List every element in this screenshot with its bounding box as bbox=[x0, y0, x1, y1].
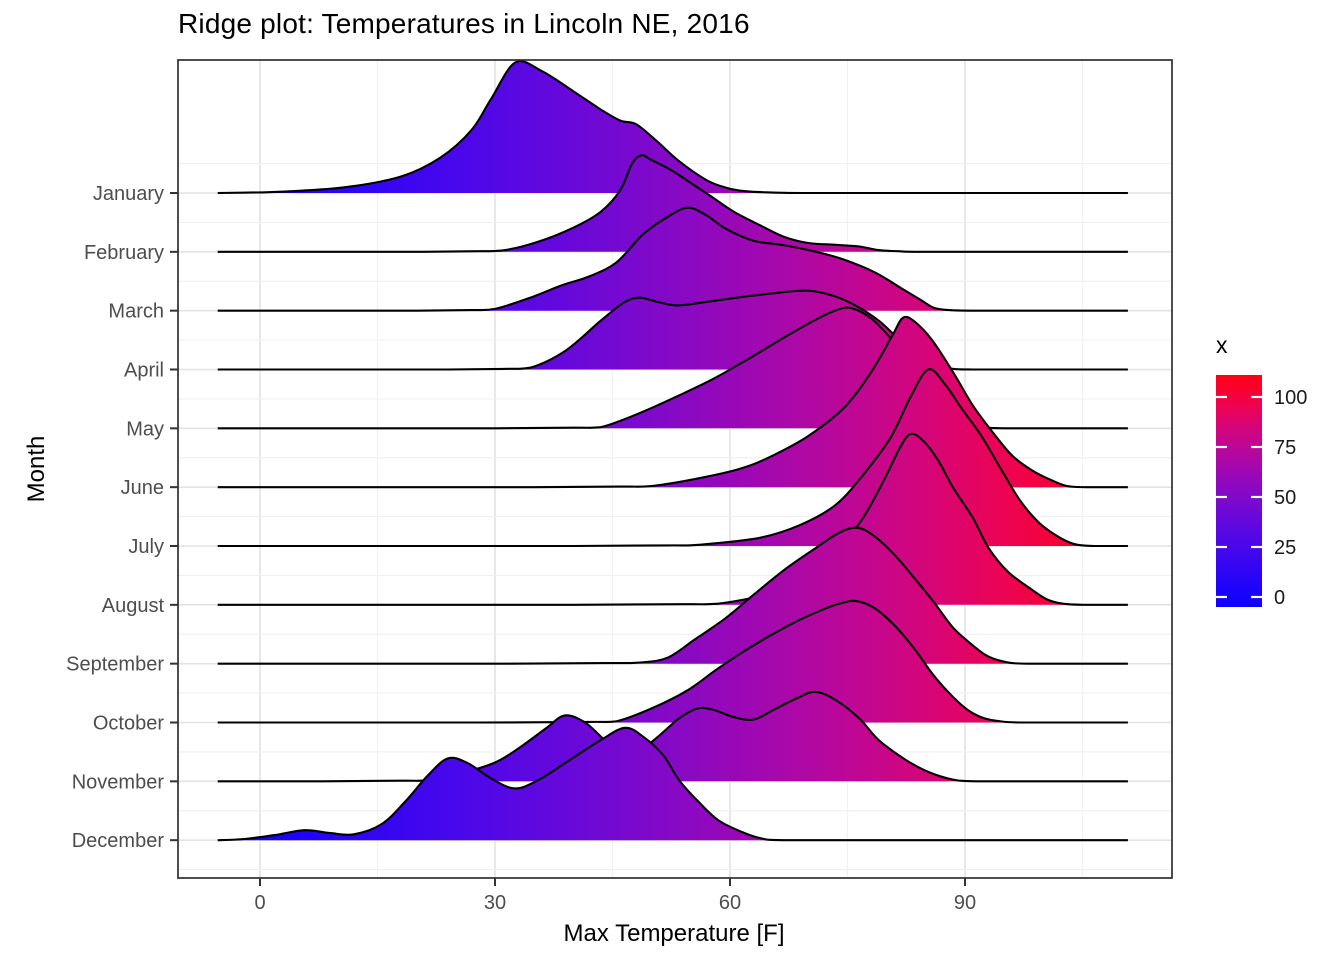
chart-title: Ridge plot: Temperatures in Lincoln NE, … bbox=[178, 8, 750, 39]
y-tick-label-april: April bbox=[124, 359, 164, 381]
y-tick-label-december: December bbox=[72, 830, 165, 852]
ridges bbox=[217, 60, 1128, 842]
x-tick-label: 30 bbox=[484, 892, 506, 914]
ridge-november bbox=[217, 690, 1128, 783]
y-tick-label-february: February bbox=[84, 242, 164, 264]
y-tick-label-september: September bbox=[66, 654, 164, 676]
legend-title: x bbox=[1216, 332, 1228, 358]
legend-tick-label: 50 bbox=[1274, 487, 1296, 509]
y-tick-label-august: August bbox=[102, 595, 165, 617]
y-axis-title: Month bbox=[23, 435, 50, 503]
y-tick-label-may: May bbox=[126, 418, 164, 440]
legend-tick-label: 75 bbox=[1274, 437, 1296, 459]
ridge-december bbox=[217, 726, 1128, 842]
legend-tick-label: 100 bbox=[1274, 387, 1307, 409]
ridge-january bbox=[217, 60, 1128, 195]
y-tick-label-march: March bbox=[108, 301, 164, 323]
x-axis-title: Max Temperature [F] bbox=[0, 920, 1344, 948]
ridge-march bbox=[217, 206, 1128, 312]
ridge-september bbox=[217, 526, 1128, 665]
legend-colorbar: 0 25 50 75 100 bbox=[1216, 375, 1307, 609]
panel-border bbox=[177, 59, 1173, 879]
x-tick-label: 60 bbox=[719, 892, 741, 914]
legend-tick-label: 25 bbox=[1274, 537, 1296, 559]
y-tick-label-november: November bbox=[72, 771, 165, 793]
ridge-february bbox=[217, 154, 1128, 253]
ridge-october bbox=[217, 599, 1128, 724]
x-axis-title-text: Max Temperature [F] bbox=[563, 920, 785, 947]
y-tick-label-july: July bbox=[128, 536, 164, 558]
y-tick-label-october: October bbox=[93, 712, 164, 734]
x-tick-label: 90 bbox=[954, 892, 976, 914]
x-tick-label: 0 bbox=[254, 892, 265, 914]
y-tick-label-june: June bbox=[121, 477, 164, 499]
legend-tick-label: 0 bbox=[1274, 587, 1285, 609]
axes: 0 30 60 90 January February March April May June J… bbox=[66, 183, 976, 914]
legend-gradient-bar bbox=[1216, 375, 1262, 607]
y-tick-label-january: January bbox=[93, 183, 164, 205]
